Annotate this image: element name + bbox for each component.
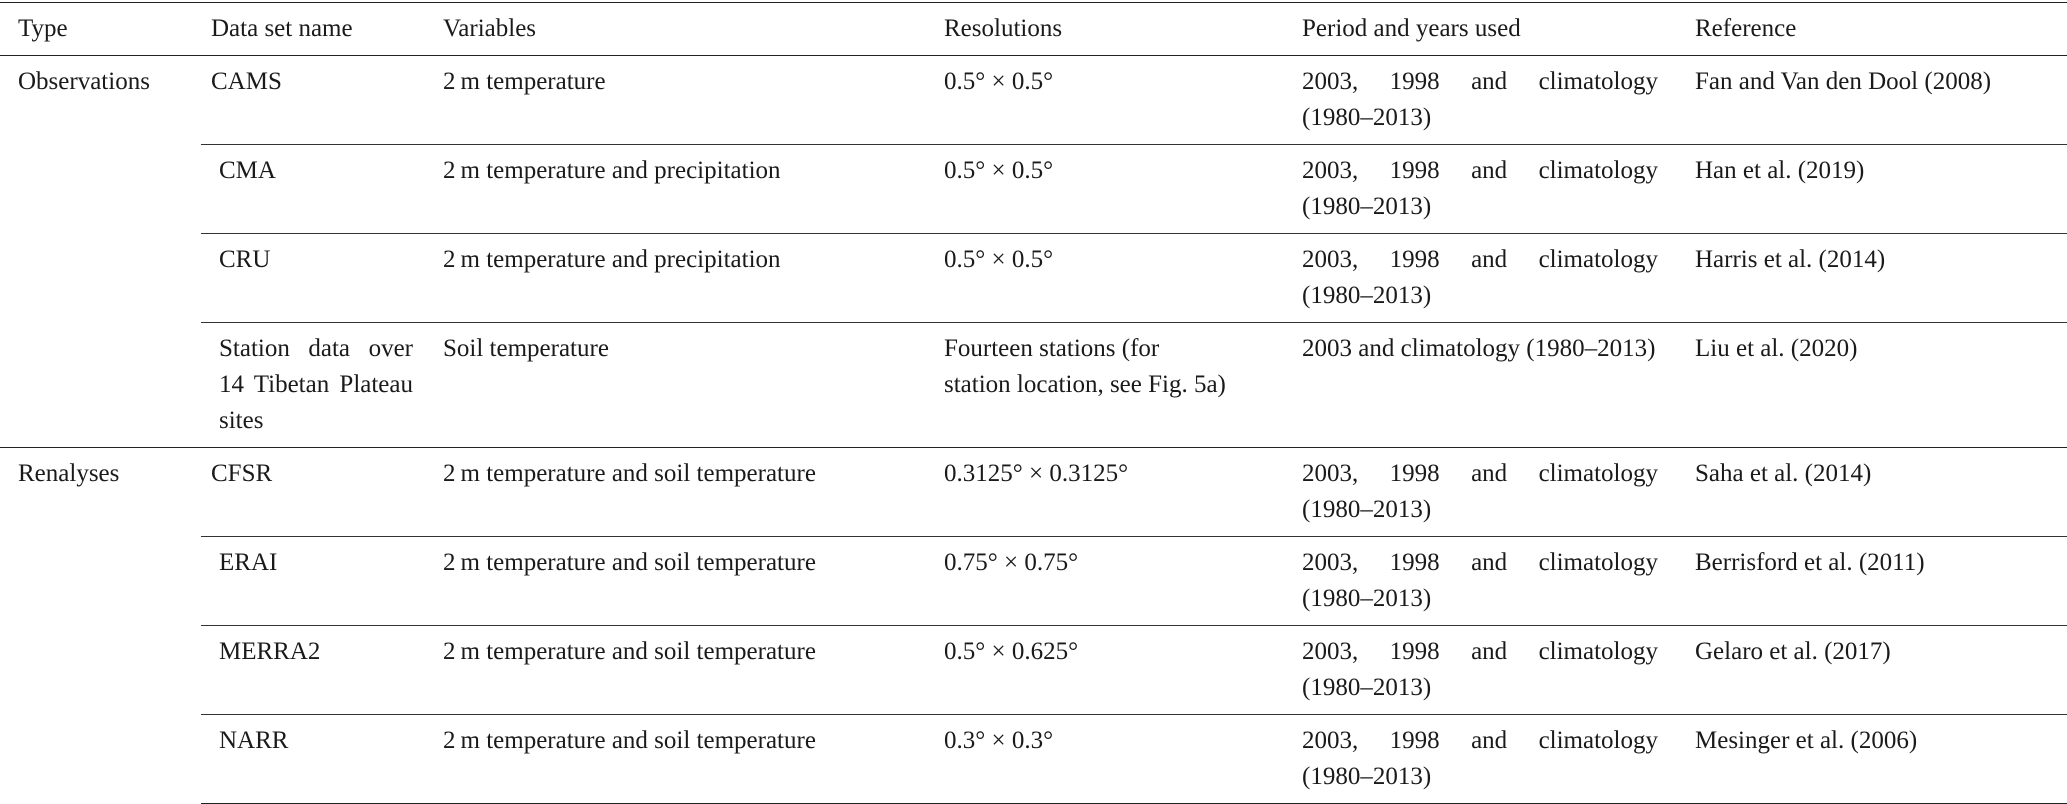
table-cell: 0.5° × 0.625° (934, 625, 1292, 715)
type-cell: Observations (18, 68, 150, 95)
table-cell: Fourteen stations (for station location,… (934, 322, 1292, 448)
table-cell: 2003, 1998 and climatology (1980–2013) (1292, 447, 1685, 537)
table-cell: CAMS (211, 68, 282, 95)
table-row: Station data over 14 Tibetan Plateau sit… (0, 322, 2067, 448)
table-row: Observations CAMS 2 m temperature 0.5° × 0.… (0, 56, 2067, 145)
type-cell: Renalyses (0, 447, 201, 804)
table-row: NARR 2 m temperature and soil temperature… (0, 714, 2067, 804)
table-cell: 2 m temperature and precipitation (433, 233, 934, 323)
table-cell: 0.3° × 0.3° (934, 714, 1292, 804)
header-cell: Period and years used (1292, 2, 1685, 56)
table-cell: CFSR (201, 447, 433, 537)
table-cell: CMA (201, 144, 433, 234)
table-cell: 2003, 1998 and climatology (1980–2013) (1292, 233, 1685, 323)
table-cell: 2003, 1998 and climatology (1980–2013) (1292, 625, 1685, 715)
table-cell: 2003, 1998 and climatology (1980–2013) (1292, 714, 1685, 804)
header-cell: Data set name (201, 2, 433, 56)
table-cell: 2 m temperature and soil temperature (433, 714, 934, 804)
table-row: Renalyses CFSR 2 m temperature and soil te… (0, 447, 2067, 804)
table-cell: Station data over 14 Tibetan Plateau sit… (201, 322, 433, 448)
table-cell: 0.5° × 0.5° (934, 144, 1292, 234)
header-cell: Resolutions (934, 2, 1292, 56)
table-cell: Fan and Van den Dool (2008) (1695, 68, 1992, 95)
table-cell: CRU (201, 233, 433, 323)
table-cell: 2003, 1998 and climatology (1980–2013) (1302, 68, 1658, 131)
table-cell: 2 m temperature and soil temperature (433, 536, 934, 626)
table-cell: MERRA2 (201, 625, 433, 715)
table-row: CRU 2 m temperature and precipitation 0.5°… (0, 233, 2067, 323)
table-cell: 2 m temperature and precipitation (433, 144, 934, 234)
table-cell: 2003, 1998 and climatology (1980–2013) (1292, 144, 1685, 234)
header-cell: Variables (433, 2, 934, 56)
table-cell: Soil temperature (433, 322, 934, 448)
table-cell: 0.5° × 0.5° (934, 233, 1292, 323)
header-row: Type Data set name Variables Resolutions Per… (0, 2, 2067, 56)
header-cell: Type (0, 2, 201, 56)
table-cell: Gelaro et al. (2017) (1685, 625, 2067, 715)
table-cell: Liu et al. (2020) (1685, 322, 2067, 448)
table-cell: 2 m temperature and soil temperature (433, 447, 934, 537)
table-cell: Han et al. (2019) (1685, 144, 2067, 234)
table-row: CMA 2 m temperature and precipitation 0.5°… (0, 144, 2067, 234)
table-cell: Mesinger et al. (2006) (1685, 714, 2067, 804)
table-row: ERAI 2 m temperature and soil temperature… (0, 536, 2067, 626)
table-cell: NARR (201, 714, 433, 804)
table-cell: 0.3125° × 0.3125° (934, 447, 1292, 537)
table-cell: ERAI (201, 536, 433, 626)
table-cell: Saha et al. (2014) (1685, 447, 2067, 537)
table-cell: Harris et al. (2014) (1685, 233, 2067, 323)
table-cell: 2 m temperature (443, 68, 606, 95)
table-cell: 2003 and climatology (1980–2013) (1292, 322, 1685, 448)
table-cell: 0.5° × 0.5° (944, 68, 1054, 95)
table-row: MERRA2 2 m temperature and soil temperatu… (0, 625, 2067, 715)
table-cell: 2003, 1998 and climatology (1980–2013) (1292, 536, 1685, 626)
header-cell: Reference (1685, 2, 2067, 56)
table-cell: 2 m temperature and soil temperature (433, 625, 934, 715)
table-cell: Berrisford et al. (2011) (1685, 536, 2067, 626)
table-cell: 0.75° × 0.75° (934, 536, 1292, 626)
